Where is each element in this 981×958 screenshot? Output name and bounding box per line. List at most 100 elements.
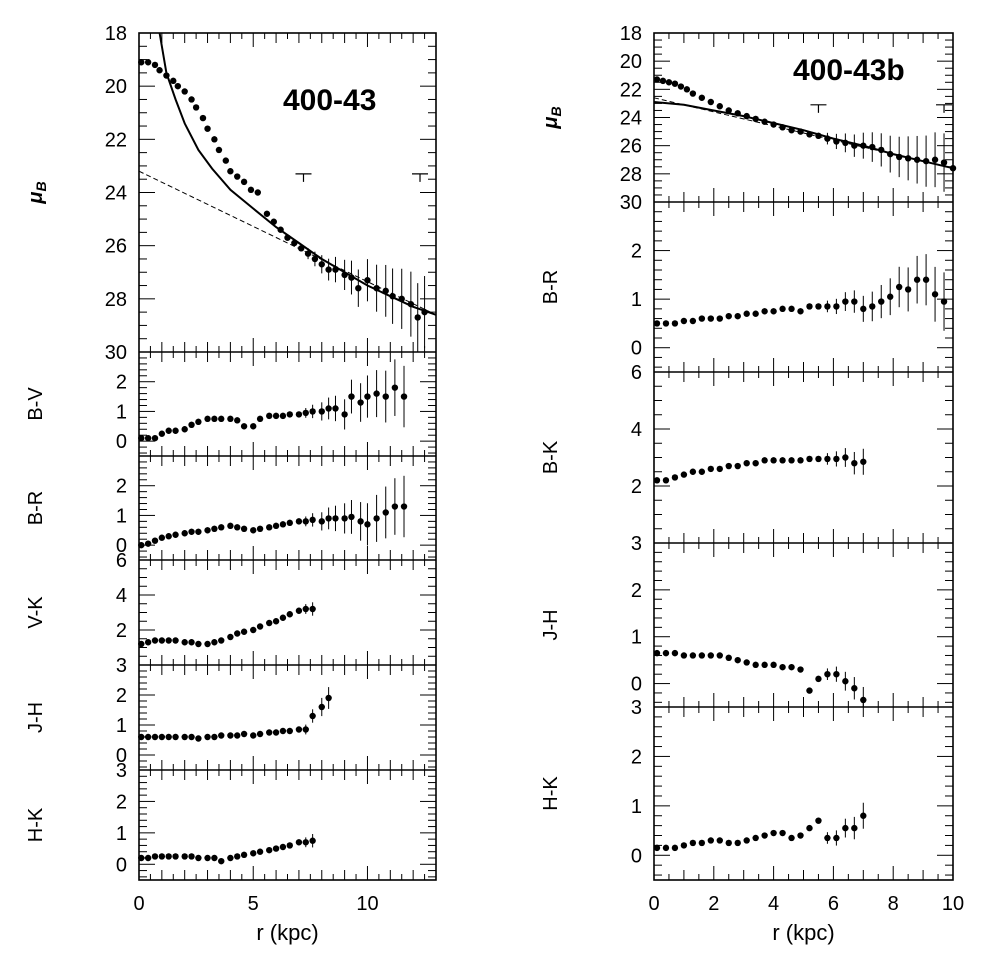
data-point (286, 611, 293, 618)
data-point (227, 522, 234, 530)
data-point (199, 114, 207, 122)
data-point (302, 839, 309, 846)
data-point (295, 839, 303, 846)
y-tick-label: 1 (631, 289, 642, 311)
data-point (165, 637, 172, 644)
data-point (165, 733, 172, 741)
y-tick-label: 2 (116, 620, 127, 642)
data-point (341, 271, 348, 279)
data-point (364, 393, 371, 400)
data-point (151, 61, 159, 69)
data-point (279, 412, 287, 420)
data-point (266, 619, 273, 627)
data-point (309, 712, 316, 720)
data-point (211, 733, 218, 741)
galaxy-label: 400-43b (793, 54, 905, 87)
y-tick-label: 28 (620, 164, 642, 186)
y-tick-label: 3 (116, 760, 127, 782)
data-point (188, 421, 195, 428)
data-point (215, 146, 223, 154)
y-tick-label: 1 (116, 823, 127, 845)
data-point (815, 817, 822, 824)
y-tick-label: 2 (631, 746, 642, 768)
data-point (398, 295, 405, 303)
data-point (743, 460, 750, 467)
data-point (222, 157, 230, 164)
y-tick-label: 2 (116, 476, 127, 498)
data-point (364, 521, 371, 528)
x-tick-label: 10 (942, 893, 964, 915)
data-point (181, 426, 188, 433)
data-point (218, 637, 225, 644)
data-point (671, 80, 679, 87)
data-point (218, 415, 225, 423)
data-point (662, 649, 670, 657)
data-point (797, 457, 804, 464)
data-point (860, 812, 867, 819)
data-point (698, 652, 706, 659)
data-point (256, 415, 264, 423)
y-tick-label: 2 (116, 685, 127, 707)
data-point (752, 115, 759, 123)
data-point (332, 266, 339, 273)
data-point (227, 633, 234, 641)
data-point (341, 411, 348, 418)
data-point (806, 131, 813, 138)
data-point (165, 533, 172, 540)
data-point (188, 528, 195, 535)
panel-μ_B: 18 20 22 24 26 28 30 μB (540, 23, 957, 214)
data-point (414, 314, 421, 321)
y-tick-label: 2 (116, 791, 127, 813)
data-point (348, 513, 355, 521)
data-point (295, 726, 303, 733)
data-point (357, 399, 364, 406)
data-point (144, 540, 152, 547)
data-point (218, 732, 225, 739)
data-point (779, 305, 786, 313)
data-point (272, 522, 280, 530)
data-point (174, 82, 182, 90)
data-point (151, 434, 159, 442)
data-point (421, 308, 428, 316)
data-point (158, 853, 166, 860)
data-point (364, 277, 371, 284)
data-point (181, 733, 188, 741)
data-point (725, 462, 732, 470)
data-point (904, 155, 912, 162)
data-point (677, 83, 685, 90)
data-point (188, 733, 195, 741)
data-point (860, 305, 867, 313)
data-point (833, 138, 840, 145)
chart-400-43: 18202224262830μB012B-V012B-R246V-K0123J-… (25, 23, 437, 945)
data-point (815, 675, 822, 683)
data-point (211, 854, 218, 862)
panel-B-K: 2 4 6 B-K (540, 362, 954, 543)
data-point (734, 110, 741, 117)
data-point (833, 455, 840, 463)
y-tick-label: 3 (116, 655, 127, 677)
data-point (833, 671, 840, 678)
data-point (234, 173, 241, 180)
fit-total-line (158, 32, 437, 316)
y-axis-label: B-K (540, 440, 562, 474)
data-point (195, 528, 202, 535)
data-point (860, 458, 867, 465)
data-point (779, 457, 786, 464)
data-point (824, 834, 831, 842)
data-point (272, 729, 280, 736)
y-tick-label: 4 (631, 419, 642, 441)
data-point (833, 834, 840, 842)
data-point (931, 291, 939, 298)
data-point (707, 837, 715, 844)
data-point (716, 837, 723, 844)
data-point (671, 474, 679, 481)
data-point (824, 455, 831, 463)
data-point (940, 298, 948, 305)
data-point (195, 640, 202, 648)
data-point (279, 521, 287, 528)
data-point (716, 103, 723, 110)
data-point (400, 503, 408, 510)
y-axis-label: J-H (25, 702, 47, 733)
panel-B-R: 0 1 2 B-R (540, 201, 954, 372)
